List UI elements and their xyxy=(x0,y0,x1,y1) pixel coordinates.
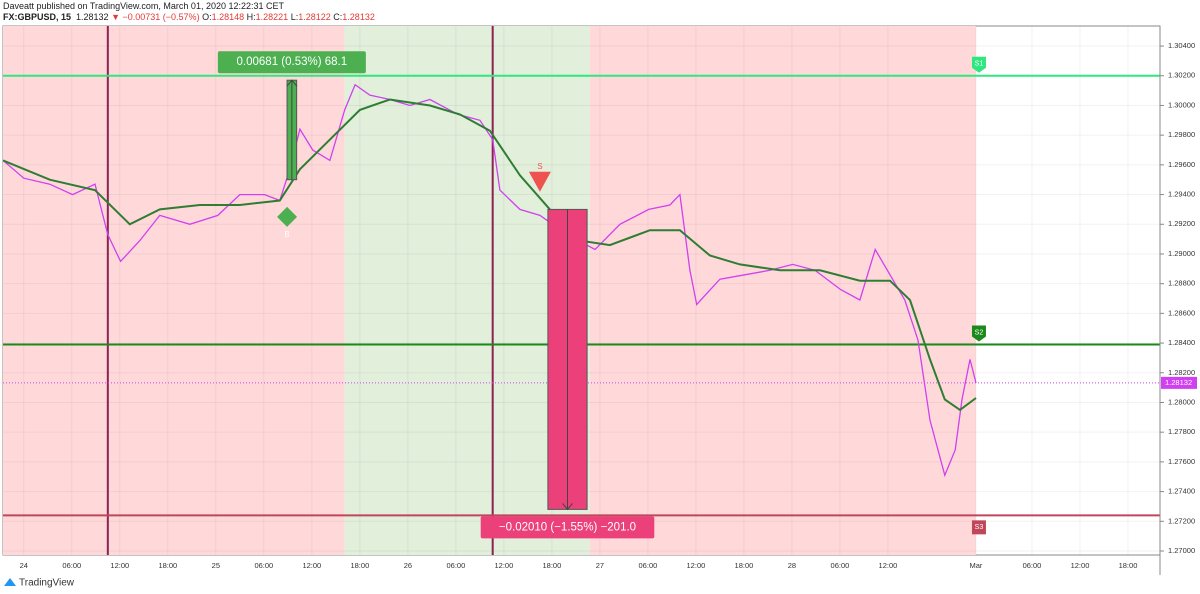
y-tick-label: 1.27800 xyxy=(1168,427,1195,436)
lines-layer xyxy=(2,26,1160,555)
position-label-box xyxy=(217,51,366,74)
x-tick-label: Mar xyxy=(970,561,983,570)
marks-layer xyxy=(217,51,1197,539)
level-label: S3 xyxy=(975,524,984,531)
moving-average xyxy=(2,98,977,412)
level-flag xyxy=(971,325,986,342)
sell-signal xyxy=(528,171,551,192)
l-value: 1.28122 xyxy=(298,12,331,22)
position-arrow xyxy=(286,79,298,180)
y-tick-label: 1.30400 xyxy=(1168,41,1195,50)
x-tick-label: 26 xyxy=(404,561,412,570)
position-label-box xyxy=(480,516,655,539)
author-line: Daveatt published on TradingView.com, Ma… xyxy=(3,1,285,11)
last-price-tag xyxy=(1161,376,1197,389)
h-label: H: xyxy=(246,12,256,22)
y-tick-label: 1.29800 xyxy=(1168,130,1195,139)
x-tick-label: 12:00 xyxy=(302,561,321,570)
symbol: FX:GBPUSD, 15 xyxy=(3,12,72,22)
last: 1.28132 xyxy=(76,12,109,22)
x-tick-label: 12:00 xyxy=(687,561,706,570)
c-value: 1.28132 xyxy=(342,12,375,22)
c-label: C: xyxy=(333,12,343,22)
x-tick-label: 18:00 xyxy=(158,561,177,570)
level-flag xyxy=(971,56,986,73)
y-tick-label: 1.27600 xyxy=(1168,457,1195,466)
x-tick-label: 28 xyxy=(788,561,796,570)
x-tick-label: 12:00 xyxy=(494,561,513,570)
signal-label: S xyxy=(537,162,542,171)
y-tick-label: 1.28000 xyxy=(1168,397,1195,406)
y-tick-label: 1.29200 xyxy=(1168,219,1195,228)
y-tick-label: 1.29600 xyxy=(1168,160,1195,169)
change: ▼ −0.00731 (−0.57%) xyxy=(111,12,200,22)
y-tick-label: 1.30200 xyxy=(1168,71,1195,80)
x-tick-label: 18:00 xyxy=(1119,561,1138,570)
brand: TradingView xyxy=(19,578,75,589)
x-tick-label: 06:00 xyxy=(1023,561,1042,570)
o-value: 1.28148 xyxy=(211,12,245,22)
level-flag xyxy=(971,520,986,535)
y-tick-label: 1.27200 xyxy=(1168,516,1195,525)
x-tick-label: 12:00 xyxy=(879,561,898,570)
x-tick-label: 12:00 xyxy=(1071,561,1090,570)
y-tick-label: 1.29000 xyxy=(1168,249,1195,258)
price-line xyxy=(2,83,977,478)
buy-signal xyxy=(277,206,298,227)
brand-logo xyxy=(4,578,16,586)
x-tick-label: 06:00 xyxy=(639,561,658,570)
y-tick-label: 1.27000 xyxy=(1168,546,1195,555)
x-tick-label: 06:00 xyxy=(831,561,850,570)
last-price-label: 1.28132 xyxy=(1165,378,1192,387)
x-tick-label: 24 xyxy=(20,561,28,570)
position-arrow xyxy=(562,209,573,511)
x-tick-label: 06:00 xyxy=(254,561,273,570)
position-label: −0.02010 (−1.55%) −201.0 xyxy=(499,521,636,533)
x-tick-label: 18:00 xyxy=(350,561,369,570)
y-tick-label: 1.28200 xyxy=(1168,368,1195,377)
x-tick-label: 06:00 xyxy=(62,561,81,570)
session-band xyxy=(589,26,976,555)
o-label: O: xyxy=(202,12,212,22)
signal-label: B xyxy=(284,230,289,239)
x-tick-label: 06:00 xyxy=(446,561,465,570)
h-value: 1.28221 xyxy=(255,12,289,22)
position-label: 0.00681 (0.53%) 68.1 xyxy=(237,56,348,68)
x-tick-label: 12:00 xyxy=(110,561,129,570)
y-tick-label: 1.28400 xyxy=(1168,338,1195,347)
l-label: L: xyxy=(290,12,299,22)
x-tick-label: 25 xyxy=(212,561,220,570)
y-tick-label: 1.28600 xyxy=(1168,308,1195,317)
y-tick-label: 1.28800 xyxy=(1168,279,1195,288)
x-tick-label: 18:00 xyxy=(543,561,562,570)
y-tick-label: 1.27400 xyxy=(1168,487,1195,496)
level-label: S1 xyxy=(975,61,984,68)
x-tick-label: 18:00 xyxy=(735,561,754,570)
level-label: S2 xyxy=(975,329,984,336)
labels-layer: 1.30400 1.30200 1.30000 1.29800 1.29600 1.294… xyxy=(20,41,1195,570)
y-tick-label: 1.29400 xyxy=(1168,190,1195,199)
y-tick-label: 1.30000 xyxy=(1168,100,1195,109)
symbol-line: FX:GBPUSD, 15 1.28132 ▼ −0.00731 (−0.57%… xyxy=(3,12,375,22)
x-tick-label: 27 xyxy=(596,561,604,570)
